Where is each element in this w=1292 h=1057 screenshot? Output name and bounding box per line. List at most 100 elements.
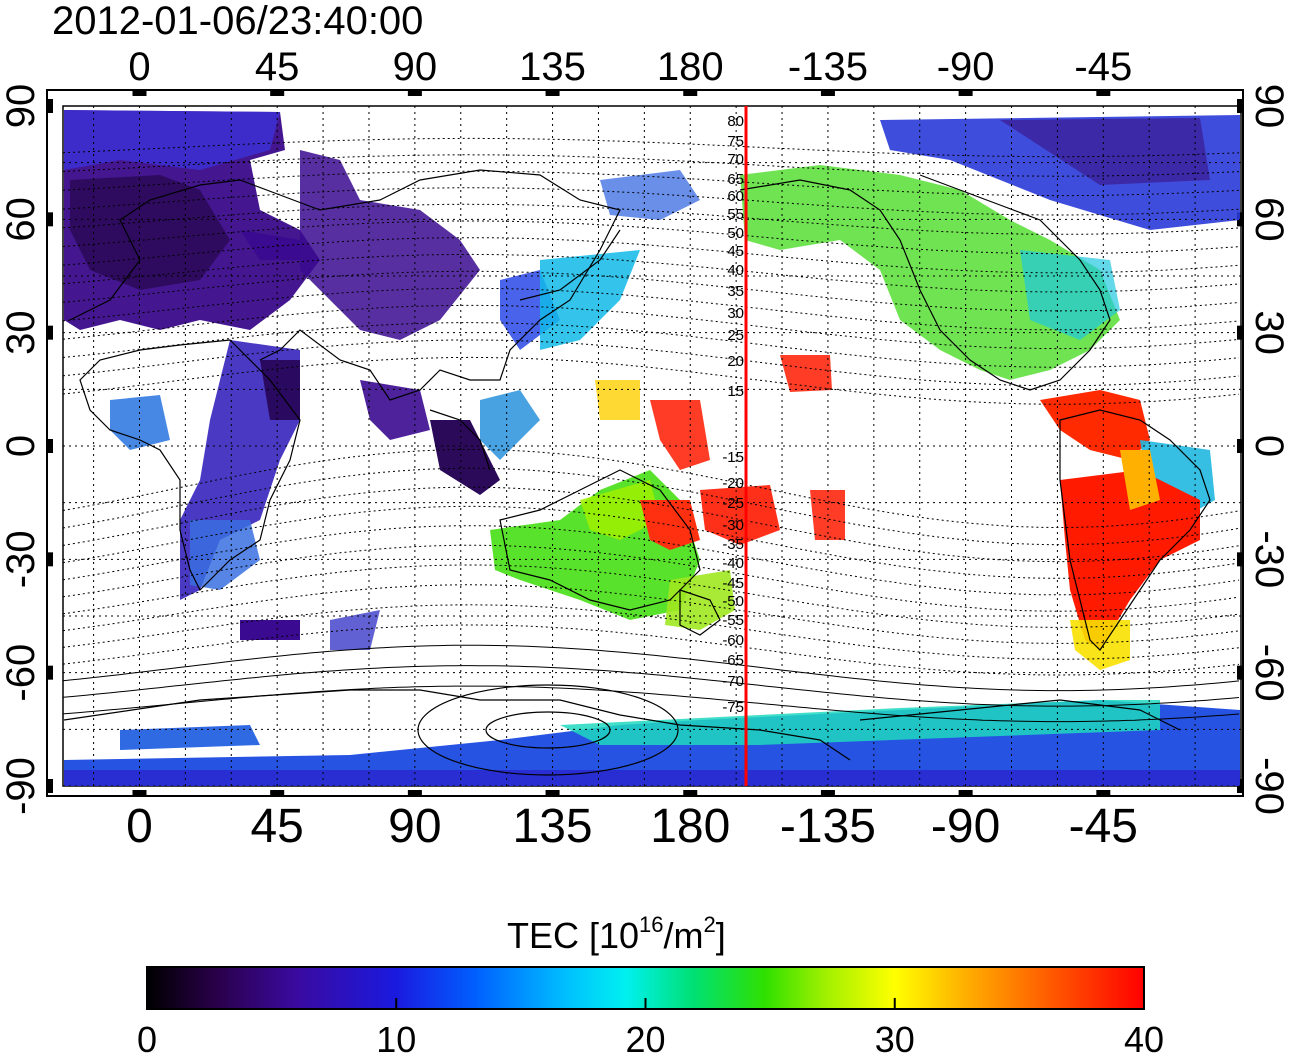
frame-tick [820, 790, 835, 796]
longitude-label: -45 [1069, 800, 1138, 853]
magnetic-latitude-contour [63, 604, 1240, 660]
colorbar-title-unit: /m [664, 915, 704, 956]
longitude-label: 90 [388, 800, 441, 853]
longitude-label: 45 [255, 45, 300, 89]
magnetic-latitude-label: -55 [722, 612, 744, 629]
longitude-label: 90 [393, 45, 438, 89]
magnetic-latitude-label: -40 [722, 555, 744, 572]
latitude-label: 60 [0, 197, 43, 242]
longitude-label: -90 [931, 800, 1000, 853]
magnetic-latitude-label: 75 [727, 133, 744, 150]
magnetic-latitude-label: 45 [727, 243, 744, 260]
longitude-label: 0 [128, 45, 150, 89]
frame-tick [47, 779, 53, 793]
longitude-label: -135 [788, 45, 868, 89]
magnetic-latitude-label: 30 [727, 305, 744, 322]
latitude-label: -30 [1247, 530, 1291, 588]
colorbar-ticks: 0 10 20 30 40 [137, 998, 1164, 1057]
colorbar-tick-label: 40 [1124, 1019, 1164, 1057]
magnetic-latitude-label: -35 [722, 536, 744, 553]
colorbar-title-exp2: 2 [704, 912, 716, 937]
frame-tick [683, 790, 698, 796]
longitude-label: 45 [250, 800, 303, 853]
magnetic-latitude-label: 40 [727, 262, 744, 279]
longitude-label: 180 [657, 45, 724, 89]
colorbar-title-exp: 16 [639, 912, 663, 937]
frame-tick [47, 665, 53, 680]
latitude-labels-left: 90 60 30 0 -30 -60 -90 [0, 84, 43, 815]
magnetic-latitude-label: -30 [722, 517, 744, 534]
colorbar: TEC [1016/m2] 0 10 20 30 40 [137, 912, 1164, 1057]
frame-tick [1096, 90, 1111, 96]
magnetic-latitude-contour [63, 322, 1240, 368]
colorbar-title-end: ] [716, 915, 726, 956]
tec-data-layer [64, 110, 1240, 786]
timestamp-title: 2012-01-06/23:40:00 [52, 0, 423, 43]
magnetic-pole-contour [485, 711, 611, 749]
magnetic-latitude-label: -15 [722, 449, 744, 466]
longitude-label: -135 [780, 800, 876, 853]
magnetic-latitude-contour [63, 665, 1240, 707]
graticule-grid [63, 106, 1241, 786]
longitude-label: 135 [513, 800, 593, 853]
frame-tick [47, 99, 53, 113]
longitude-label: 180 [650, 800, 730, 853]
longitude-label: 135 [519, 45, 586, 89]
magnetic-latitude-contour [63, 270, 1240, 312]
frame-tick [47, 212, 53, 227]
magnetic-latitude-contour [63, 154, 1240, 177]
longitude-label: -90 [937, 45, 995, 89]
magnetic-latitude-label: -45 [722, 575, 744, 592]
magnetic-latitude-label: 20 [727, 353, 744, 370]
magnetic-latitude-label: 70 [727, 151, 744, 168]
frame-tick [683, 90, 698, 96]
magnetic-latitude-label: 65 [727, 171, 744, 188]
magnetic-latitude-contour [63, 339, 1240, 387]
frame-tick [407, 90, 422, 96]
magnetic-latitude-contour [63, 253, 1240, 293]
frame-tick [407, 790, 422, 796]
magnetic-latitude-contour [63, 584, 1240, 644]
magnetic-latitude-label: -70 [722, 673, 744, 690]
magnetic-latitude-contour [63, 356, 1240, 405]
latitude-label: 0 [0, 435, 43, 457]
magnetic-latitude-label: -50 [722, 593, 744, 610]
magnetic-latitude-contour [63, 486, 1240, 563]
magnetic-latitude-contour [63, 137, 1240, 158]
magnetic-latitude-label: 60 [727, 188, 744, 205]
frame-tick [270, 790, 285, 796]
magnetic-pole-contour [417, 684, 679, 776]
colorbar-title-main: TEC [10 [507, 915, 639, 956]
latitude-label: 90 [0, 84, 43, 129]
colorbar-tick-label: 10 [376, 1019, 416, 1057]
magnetic-latitude-label: 15 [727, 383, 744, 400]
magnetic-latitude-label: 80 [727, 113, 744, 130]
frame-tick [545, 790, 560, 796]
magnetic-latitude-contour [63, 624, 1240, 676]
magnetic-latitude-contour [63, 187, 1240, 216]
latitude-label: -30 [0, 530, 43, 588]
magnetic-latitude-label: 35 [727, 283, 744, 300]
magnetic-latitude-contour [63, 203, 1240, 235]
latitude-label: 60 [1247, 197, 1291, 242]
frame-tick [545, 90, 560, 96]
magnetic-latitude-label: 25 [727, 327, 744, 344]
magnetic-latitude-contour [63, 449, 1240, 528]
magnetic-latitude-contour [63, 644, 1240, 692]
latitude-label: -60 [0, 644, 43, 702]
longitude-labels-top: 0 45 90 135 180 -135 -90 -45 [128, 45, 1132, 89]
frame-tick [958, 90, 973, 96]
magnetic-latitude-label: -60 [722, 632, 744, 649]
colorbar-tick-label: 0 [137, 1019, 157, 1057]
frame-tick [47, 325, 53, 340]
latitude-label: -90 [1247, 757, 1291, 815]
frame-tick [132, 790, 147, 796]
latitude-label: -60 [1247, 644, 1291, 702]
colorbar-tick-label: 30 [875, 1019, 915, 1057]
magnetic-latitude-label: -20 [722, 475, 744, 492]
frame-tick [47, 439, 53, 453]
colorbar-tick-label: 20 [625, 1019, 665, 1057]
latitude-label: 30 [1247, 310, 1291, 355]
colorbar-title: TEC [1016/m2] [507, 912, 726, 956]
